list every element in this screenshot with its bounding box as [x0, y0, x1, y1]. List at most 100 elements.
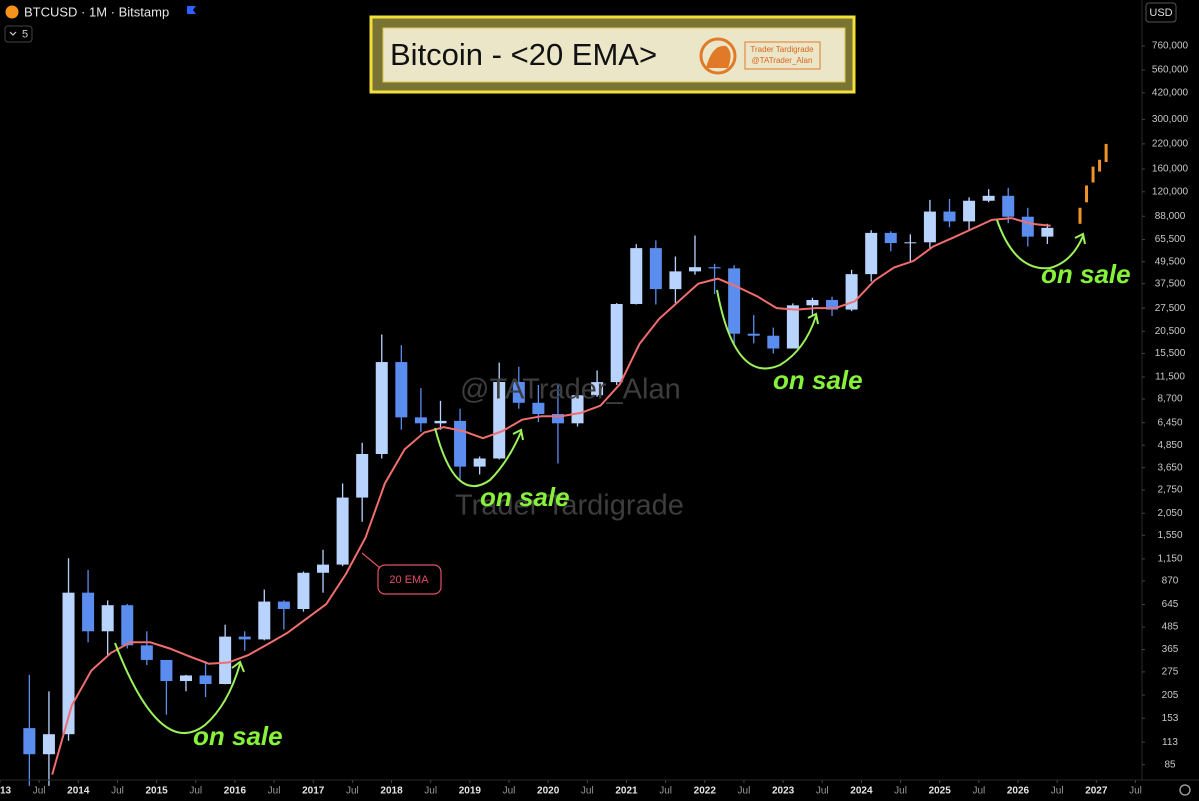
- arrow-head: [512, 428, 524, 441]
- symbol-icon: [5, 5, 19, 19]
- candle-body: [238, 636, 251, 640]
- y-tick-label: 113: [1162, 737, 1178, 748]
- y-tick-label: 560,000: [1152, 65, 1189, 76]
- x-tick-label: Jul: [659, 786, 672, 797]
- y-tick-label: 120,000: [1152, 186, 1189, 197]
- x-tick-label: 2026: [1007, 786, 1030, 797]
- ema-line: [51, 217, 1051, 775]
- on-sale-label: on sale: [773, 365, 863, 395]
- x-tick-label: Jul: [111, 786, 124, 797]
- interval-badge: 5: [22, 28, 28, 40]
- x-tick-label: Jul: [581, 786, 594, 797]
- x-tick-label: 2025: [929, 786, 952, 797]
- y-tick-label: 1,150: [1157, 554, 1182, 565]
- callout-pointer: [361, 552, 381, 569]
- x-tick-label: Jul: [816, 786, 829, 797]
- arrow-head: [231, 660, 245, 673]
- candle-body: [42, 734, 55, 755]
- symbol-label: BTCUSD · 1M · Bitstamp: [24, 4, 169, 19]
- candle-body: [865, 232, 878, 275]
- logo-text: Trader Tardigrade: [750, 45, 814, 54]
- sale-curve: [114, 642, 241, 735]
- candle-body: [82, 592, 95, 632]
- y-tick-label: 49,500: [1155, 256, 1186, 267]
- candle-body: [121, 605, 134, 646]
- x-tick-label: 2016: [224, 786, 247, 797]
- settings-icon[interactable]: [1179, 784, 1191, 796]
- on-sale-label: on sale: [193, 721, 283, 751]
- candle-body: [767, 335, 780, 349]
- candle-body: [140, 645, 153, 660]
- candle-body: [62, 592, 75, 735]
- candle-body: [884, 232, 897, 244]
- candle-body: [336, 497, 349, 565]
- y-tick-label: 27,500: [1155, 303, 1186, 314]
- flag-icon: [187, 6, 196, 14]
- candle-body: [630, 248, 643, 304]
- chart-title: Bitcoin - <20 EMA>: [390, 37, 657, 72]
- candle-body: [512, 381, 525, 403]
- candle-body: [786, 305, 799, 349]
- y-tick-label: 160,000: [1152, 164, 1189, 175]
- x-tick-label: Jul: [424, 786, 437, 797]
- x-tick-label: Jul: [972, 786, 985, 797]
- y-tick-label: 485: [1162, 622, 1179, 633]
- logo-box: [744, 41, 821, 70]
- candle-body: [160, 659, 173, 682]
- x-tick-label: 2013: [0, 786, 12, 797]
- curves: [114, 219, 1086, 735]
- candle-body: [454, 420, 467, 467]
- arrow-head: [807, 312, 819, 325]
- candle-body: [963, 200, 976, 222]
- y-tick-label: 870: [1162, 576, 1179, 587]
- y-tick-label: 420,000: [1152, 87, 1189, 98]
- candle-body: [904, 242, 917, 244]
- y-tick-label: 2,750: [1157, 485, 1182, 496]
- x-tick-label: Jul: [503, 786, 516, 797]
- y-tick-label: 88,000: [1155, 211, 1186, 222]
- candle-body: [493, 381, 506, 459]
- y-tick-label: 275: [1162, 667, 1179, 678]
- x-tick-label: Jul: [1129, 786, 1142, 797]
- x-tick-label: 2022: [694, 786, 717, 797]
- sale-curve: [716, 289, 817, 370]
- currency-button[interactable]: [1145, 2, 1177, 23]
- y-tick-label: 15,500: [1155, 348, 1186, 359]
- candle-body: [571, 395, 584, 424]
- x-tick-label: Jul: [346, 786, 359, 797]
- x-tick-label: Jul: [894, 786, 907, 797]
- x-tick-label: Jul: [738, 786, 751, 797]
- x-tick-label: 2020: [537, 786, 560, 797]
- candle-body: [806, 299, 819, 306]
- candle-body: [434, 420, 447, 424]
- candle-body: [826, 299, 839, 310]
- candle-body: [317, 564, 330, 573]
- y-tick-label: 6,450: [1157, 417, 1182, 428]
- callout-label: 20 EMA: [389, 574, 429, 586]
- candle-body: [610, 303, 623, 383]
- on-sale-label: on sale: [480, 482, 570, 512]
- y-tick-label: 300,000: [1152, 114, 1189, 125]
- y-tick-label: 760,000: [1152, 41, 1189, 52]
- candle-body: [356, 453, 369, 498]
- candle-body: [923, 211, 936, 243]
- candle-body: [982, 195, 995, 201]
- x-tick-label: 2027: [1085, 786, 1108, 797]
- x-tick-label: 2023: [772, 786, 795, 797]
- x-tick-label: 2024: [850, 786, 873, 797]
- candle-body: [375, 362, 388, 454]
- candle-body: [943, 211, 956, 222]
- x-tick-label: 2015: [145, 786, 168, 797]
- candle-body: [395, 362, 408, 418]
- badge[interactable]: [4, 25, 33, 43]
- candle-body: [473, 458, 486, 467]
- on-sale-label: on sale: [1041, 259, 1131, 289]
- x-tick-label: Jul: [268, 786, 281, 797]
- candle-body: [1041, 227, 1054, 237]
- y-tick-label: 220,000: [1152, 139, 1189, 150]
- candle-body: [532, 402, 545, 415]
- candle-body: [219, 636, 232, 684]
- candle-body: [728, 268, 741, 334]
